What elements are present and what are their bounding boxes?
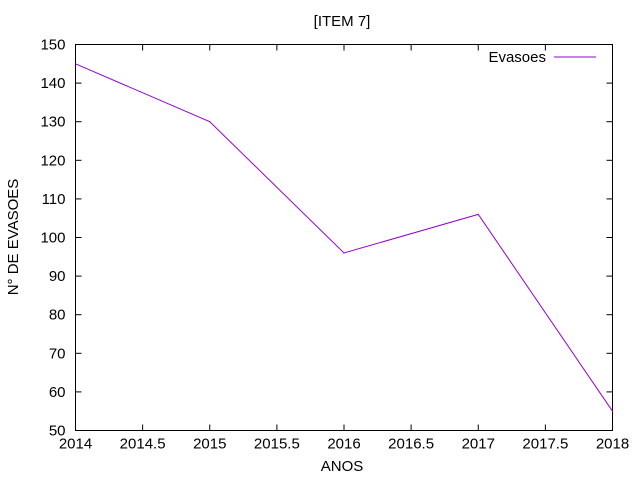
x-tick-label: 2017 [462,436,495,453]
data-point [477,213,479,215]
x-tick-label: 2015 [193,436,226,453]
legend: Evasoes [488,49,596,66]
data-point [611,410,614,412]
y-tick-label: 100 [40,230,65,247]
y-tick-label: 110 [42,191,66,208]
x-tick-label: 2015.5 [254,436,300,453]
data-point [343,252,345,254]
axis-ticks [75,44,613,431]
y-axis-label: N° DE EVASOES [5,179,22,296]
y-tick-label: 50 [49,423,66,440]
y-tick-label: 90 [49,268,66,285]
chart-title: [ITEM 7] [314,13,371,30]
y-tick-label: 120 [40,152,65,169]
x-tick-label: 2017.5 [522,436,568,453]
x-tick-label: 2014.5 [120,436,166,453]
y-tick-label: 150 [40,37,65,54]
series-layer [74,63,614,412]
y-tick-label: 80 [49,307,66,324]
y-tick-label: 140 [40,75,65,92]
data-point [209,121,211,123]
x-tick-label: 2016 [327,436,360,453]
x-tick-label: 2016.5 [388,436,434,453]
x-tick-label: 2018 [596,436,629,453]
data-point [74,63,77,65]
series-line-evasoes [75,63,613,412]
x-tick-label: 2014 [59,436,92,453]
legend-label-evasoes: Evasoes [488,49,546,66]
y-tick-label: 130 [40,114,65,131]
y-tick-label: 70 [49,345,66,362]
plot-frame [75,44,613,431]
axis-tick-labels: 2014 2014.5 2015 2015.5 2016 2016.5 2017 2017.5… [40,37,629,453]
y-tick-label: 60 [49,384,66,401]
x-axis-label: ANOS [321,458,364,475]
